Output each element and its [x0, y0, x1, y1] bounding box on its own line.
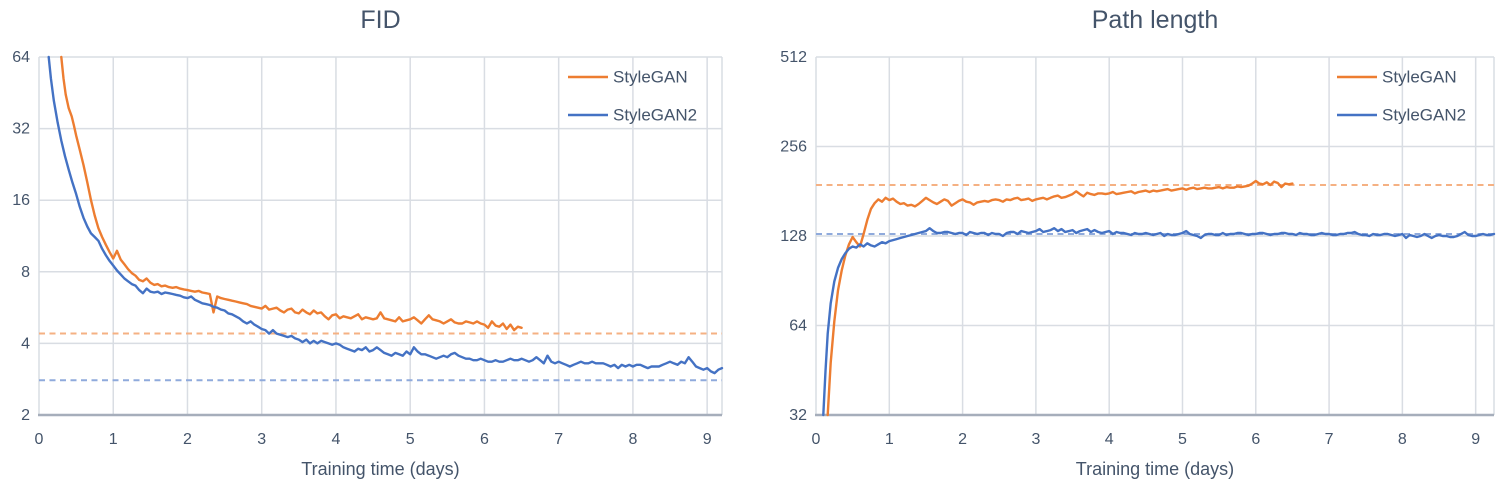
- series-line-stylegan2: [822, 226, 1496, 417]
- legend-label-stylegan2: StyleGAN2: [1382, 106, 1466, 125]
- y-tick-label: 16: [12, 192, 30, 209]
- path-length-chart: 512 256 128 64 32 0 1 2 3 4 5 6 7 8 9 Training time (da…: [750, 0, 1500, 489]
- chart-title: FID: [360, 6, 400, 34]
- x-tick-label: 4: [332, 431, 341, 448]
- x-tick-label: 3: [1031, 431, 1040, 448]
- y-tick-label: 32: [12, 121, 30, 138]
- legend-label-stylegan: StyleGAN: [613, 68, 688, 87]
- x-tick-label: 8: [628, 431, 637, 448]
- series-line-stylegan2: [47, 55, 724, 375]
- x-tick-label: 3: [257, 431, 266, 448]
- series-line-stylegan: [826, 179, 1294, 417]
- y-tick-label: 64: [789, 318, 807, 335]
- x-tick-label: 0: [35, 431, 44, 448]
- x-tick-label: 2: [183, 431, 192, 448]
- path-length-chart-svg: 512 256 128 64 32 0 1 2 3 4 5 6 7 8 9 Training time (da…: [780, 6, 1496, 479]
- y-tick-label: 64: [12, 49, 30, 66]
- y-tick-label: 8: [21, 264, 30, 281]
- chart-title: Path length: [1092, 6, 1219, 34]
- legend-label-stylegan: StyleGAN: [1382, 68, 1457, 87]
- x-tick-label: 7: [1325, 431, 1334, 448]
- x-tick-label: 6: [480, 431, 489, 448]
- x-tick-label: 8: [1398, 431, 1407, 448]
- y-tick-label: 128: [780, 228, 807, 245]
- x-tick-label: 4: [1105, 431, 1114, 448]
- y-tick-label: 256: [780, 139, 807, 156]
- fid-chart: 64 32 16 8 4 2 0 1 2 3 4 5 6 7 8 9 Training time (days) F…: [12, 6, 724, 479]
- x-tick-label: 7: [554, 431, 563, 448]
- y-tick-label: 2: [21, 407, 30, 424]
- y-tick-label: 32: [789, 407, 807, 424]
- x-tick-label: 2: [958, 431, 967, 448]
- x-tick-label: 5: [406, 431, 415, 448]
- x-axis-title: Training time (days): [301, 459, 459, 479]
- legend-label-stylegan2: StyleGAN2: [613, 106, 697, 125]
- x-tick-label: 9: [703, 431, 712, 448]
- x-tick-label: 1: [109, 431, 118, 448]
- series-line-stylegan: [60, 55, 523, 332]
- x-tick-label: 5: [1178, 431, 1187, 448]
- y-tick-label: 512: [780, 49, 807, 66]
- x-tick-label: 0: [812, 431, 821, 448]
- x-tick-label: 6: [1251, 431, 1260, 448]
- x-axis-title: Training time (days): [1076, 459, 1234, 479]
- x-tick-label: 9: [1471, 431, 1480, 448]
- x-tick-label: 1: [885, 431, 894, 448]
- y-tick-label: 4: [21, 335, 30, 352]
